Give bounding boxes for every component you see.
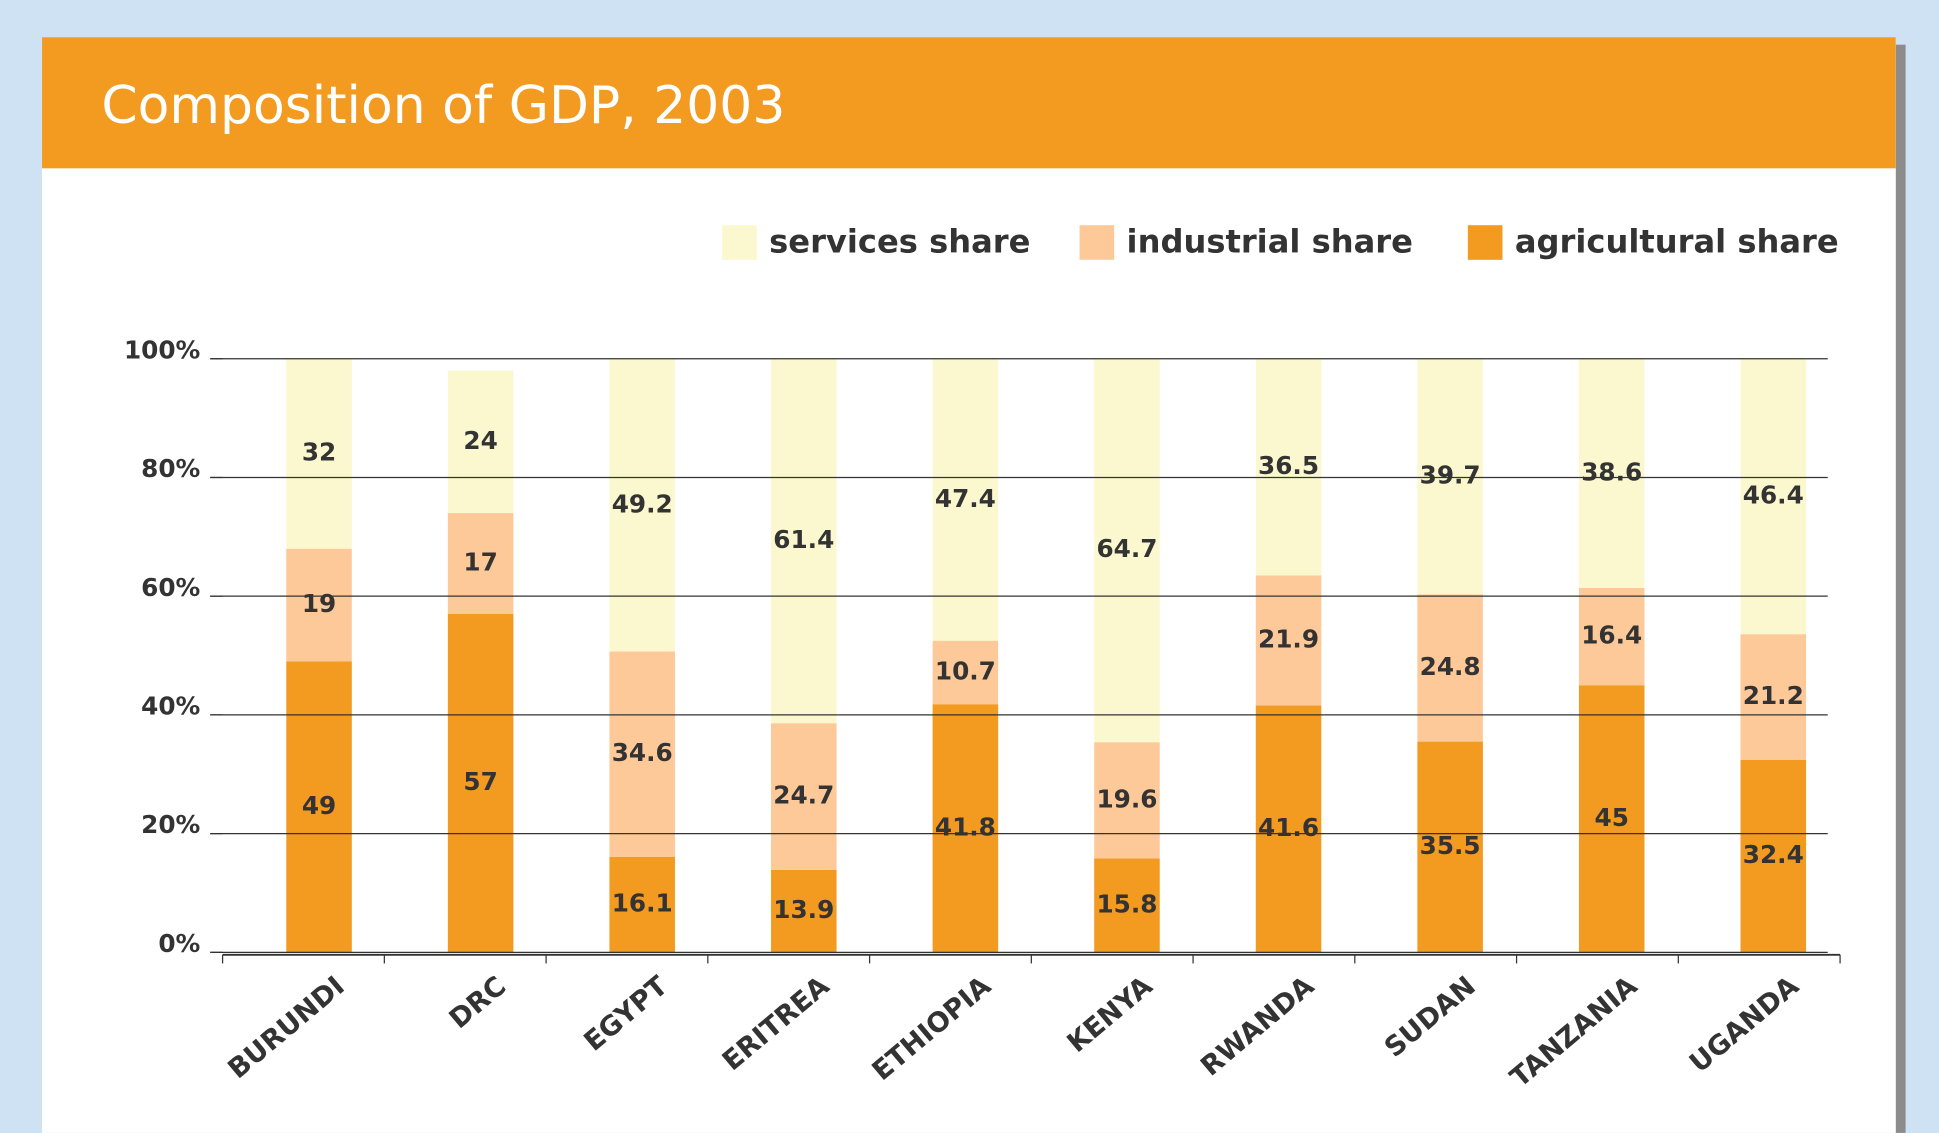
value-label: 16.4 <box>1581 621 1642 650</box>
bar-segment <box>771 358 837 724</box>
y-tick-label: 100% <box>124 335 200 364</box>
value-label: 39.7 <box>1420 461 1481 490</box>
bar-segment <box>609 856 675 953</box>
value-label: 13.9 <box>773 895 834 924</box>
value-label: 61.4 <box>773 525 834 554</box>
bar-segment <box>1578 685 1645 953</box>
value-label: 15.8 <box>1096 889 1157 918</box>
bar-segment <box>1740 358 1807 635</box>
bar-segment <box>1255 575 1322 706</box>
value-label: 49 <box>302 791 336 820</box>
bar-segment <box>932 359 999 641</box>
bar-segment <box>609 651 675 857</box>
value-label: 64.7 <box>1096 534 1157 563</box>
bar-segment <box>286 548 352 662</box>
value-label: 57 <box>463 767 497 796</box>
value-label: 21.9 <box>1258 624 1319 653</box>
bar-segment <box>1740 634 1807 761</box>
legend-label: industrial share <box>1127 223 1413 261</box>
bar-segment <box>771 869 837 953</box>
header <box>42 37 1896 169</box>
y-tick-label: 20% <box>141 810 200 839</box>
bar-segment <box>1740 760 1807 953</box>
value-label: 41.8 <box>935 812 996 841</box>
value-label: 24 <box>463 426 497 455</box>
value-label: 45 <box>1595 803 1629 832</box>
legend-swatch <box>1467 225 1503 260</box>
y-tick-label: 80% <box>141 454 200 483</box>
bar-segment <box>286 661 352 953</box>
bar-segment <box>1417 741 1483 953</box>
bar-segment <box>1417 594 1483 742</box>
legend-swatch <box>722 225 757 260</box>
value-label: 46.4 <box>1743 480 1804 509</box>
value-label: 49.2 <box>612 489 673 518</box>
y-tick-label: 0% <box>158 929 200 958</box>
bar-segment <box>1578 587 1645 686</box>
value-label: 17 <box>463 548 497 577</box>
legend-label: agricultural share <box>1515 223 1839 261</box>
value-label: 24.7 <box>773 781 834 810</box>
legend-label: services share <box>769 223 1030 261</box>
value-label: 32 <box>302 438 336 467</box>
bar-segment <box>771 723 837 870</box>
bar-segment <box>1255 705 1322 953</box>
value-label: 41.6 <box>1258 813 1319 842</box>
bar-segment <box>447 513 514 614</box>
y-tick-label: 40% <box>141 691 200 720</box>
bar-segment <box>1094 742 1160 859</box>
value-label: 35.5 <box>1420 831 1481 860</box>
bar-segment <box>1417 358 1483 595</box>
bar-segment <box>1094 358 1160 743</box>
bar-segment <box>1578 358 1645 588</box>
chart-title: Composition of GDP, 2003 <box>101 76 785 136</box>
panel-shadow <box>1895 44 1906 1133</box>
value-label: 32.4 <box>1743 840 1804 869</box>
bar-segment <box>1255 358 1322 576</box>
value-label: 19.6 <box>1096 784 1157 813</box>
value-label: 19 <box>302 589 336 618</box>
value-label: 21.2 <box>1743 681 1804 710</box>
bar-segment <box>932 704 999 953</box>
bar-segment <box>1094 858 1160 953</box>
bar-segment <box>286 358 352 549</box>
value-label: 38.6 <box>1581 457 1642 486</box>
value-label: 24.8 <box>1420 652 1481 681</box>
bar-segment <box>609 359 675 652</box>
value-label: 16.1 <box>612 889 673 918</box>
value-label: 36.5 <box>1258 451 1319 480</box>
value-label: 47.4 <box>935 484 996 513</box>
bar-segment <box>447 613 514 953</box>
bar-segment <box>447 370 514 514</box>
value-label: 34.6 <box>612 738 673 767</box>
legend-swatch <box>1079 225 1115 260</box>
y-tick-label: 60% <box>141 573 200 602</box>
value-label: 10.7 <box>935 656 996 685</box>
bar-segment <box>932 640 999 705</box>
